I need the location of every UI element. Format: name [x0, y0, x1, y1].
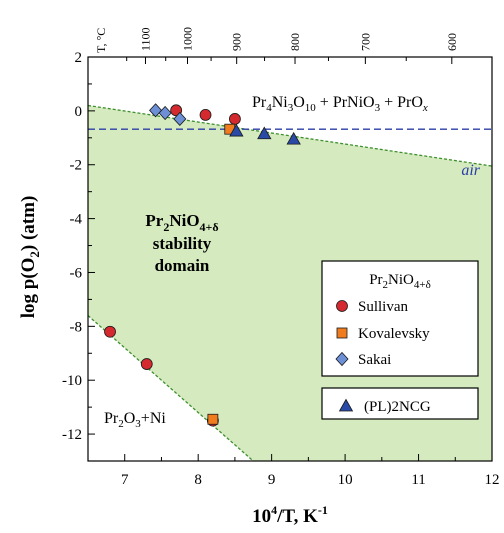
upper-phase-label: Pr4Ni3O10 + PrNiO3 + PrOx [252, 94, 428, 114]
legend-marker-sakai [335, 351, 349, 367]
y-tick-label: -6 [70, 265, 83, 281]
data-markers [104, 103, 301, 427]
plot-frame [87, 56, 493, 462]
point-kovalevsky [207, 413, 219, 425]
lower-boundary-line [88, 315, 254, 461]
x-tick-label: 11 [411, 472, 425, 488]
point-pl-2ncg [257, 126, 272, 140]
domain-label-line2: stability [153, 234, 212, 253]
top-tick-label: 1100 [138, 27, 152, 51]
top-tick-label: 1000 [180, 27, 194, 51]
point-sullivan [104, 325, 116, 338]
y-tick-label: -2 [70, 158, 83, 174]
y-tick-label: -8 [70, 319, 83, 335]
y-tick-label: 2 [75, 50, 83, 66]
point-sakai [149, 103, 163, 118]
x-tick-label: 8 [194, 472, 202, 488]
y-tick-label: -10 [62, 373, 82, 389]
point-pl-2ncg [286, 131, 301, 145]
x-tick-label: 7 [121, 472, 129, 488]
air-label: air [461, 162, 480, 179]
top-tick-label: 600 [445, 33, 459, 51]
y-tick-label: -4 [70, 212, 83, 228]
y-tick-label: 0 [75, 104, 83, 120]
lower-phase-label: Pr2O3+Ni [104, 410, 166, 430]
top-tick-label: 900 [230, 33, 244, 51]
y-tick-label: -12 [62, 427, 82, 443]
x-axis-label: 104/T, K-1 [252, 503, 328, 527]
upper-boundary-line [88, 104, 492, 167]
top-axis-unit-label: T, °C [94, 28, 108, 53]
top-axis: 1100 1000 900 800 700 600 [126, 27, 459, 64]
legend-label-pl-2ncg: (PL)2NCG [364, 399, 431, 415]
legend: Pr2NiO4+δ Sullivan Kovalevsky Sakai (PL)2NC… [321, 260, 479, 420]
legend-label-sakai: Sakai [358, 352, 391, 368]
point-sullivan [140, 358, 153, 370]
y-axis: 2 0 -2 -4 -6 -8 -10 -12 [62, 50, 95, 462]
legend-label-sullivan: Sullivan [358, 299, 409, 315]
legend-label-kovalevsky: Kovalevsky [358, 326, 430, 342]
point-sullivan [199, 109, 212, 121]
point-sullivan [229, 113, 241, 125]
legend-marker-sullivan [336, 300, 348, 312]
point-sakai [158, 105, 172, 121]
legend-marker-pl-2ncg [338, 398, 354, 412]
x-tick-label: 10 [338, 472, 353, 488]
top-tick-label: 800 [288, 33, 302, 51]
top-tick-label: 700 [358, 33, 372, 51]
point-pl-2ncg [229, 123, 244, 137]
domain-label-line3: domain [155, 256, 210, 275]
legend-marker-kovalevsky [336, 327, 348, 339]
point-sakai [173, 111, 187, 127]
domain-label-line1: Pr2NiO4+δ [145, 211, 218, 234]
x-axis: 7 8 9 10 11 12 [87, 454, 500, 488]
y-axis-label: log p(O2) (atm) [18, 196, 42, 319]
legend-box-main [321, 260, 479, 377]
x-tick-label: 9 [268, 472, 276, 488]
x-tick-label: 12 [485, 472, 500, 488]
legend-title: Pr2NiO4+δ [369, 272, 431, 291]
